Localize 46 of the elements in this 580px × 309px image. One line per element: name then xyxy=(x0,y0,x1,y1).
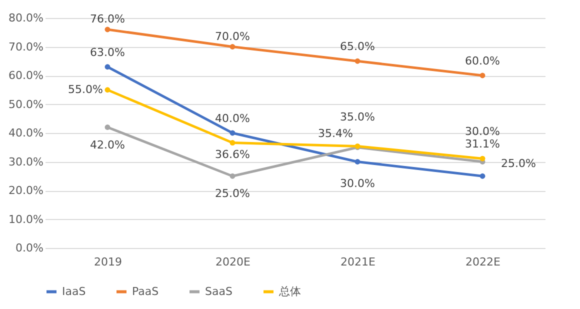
point xyxy=(480,173,486,179)
point xyxy=(230,173,236,179)
y-tick-label: 50.0% xyxy=(8,98,44,111)
y-tick-label: 80.0% xyxy=(8,12,44,24)
x-tick-label: 2019 xyxy=(94,256,122,268)
point xyxy=(480,72,486,78)
y-tick-label: 60.0% xyxy=(8,69,44,82)
point xyxy=(104,87,110,93)
y-tick-label: 40.0% xyxy=(8,126,44,140)
data-label: 65.0% xyxy=(340,40,375,54)
point xyxy=(230,44,236,50)
y-tick-label: 70.0% xyxy=(8,40,44,54)
x-tick-label: 2022E xyxy=(466,256,501,268)
data-label: 55.0% xyxy=(68,82,103,96)
data-label: 30.0% xyxy=(465,124,500,138)
legend-label: SaaS xyxy=(205,284,232,298)
data-label: 35.0% xyxy=(340,110,375,124)
point xyxy=(480,156,486,162)
legend-label: PaaS xyxy=(132,284,159,298)
y-tick-label: 20.0% xyxy=(8,184,44,197)
data-label: 35.4% xyxy=(318,127,353,140)
data-label: 25.0% xyxy=(501,157,536,170)
data-label: 76.0% xyxy=(90,12,125,26)
legend-label: IaaS xyxy=(62,284,86,298)
x-tick-label: 2020E xyxy=(216,256,251,268)
data-label: 40.0% xyxy=(215,112,250,125)
x-tick-label: 2021E xyxy=(340,256,376,268)
point xyxy=(354,159,360,164)
y-tick-label: 30.0% xyxy=(8,155,44,168)
point xyxy=(230,140,236,146)
point xyxy=(354,58,360,64)
data-label: 25.0% xyxy=(215,187,250,200)
data-label: 63.0% xyxy=(90,46,125,59)
point xyxy=(104,26,110,32)
legend-label: 总体 xyxy=(278,284,301,298)
point xyxy=(104,64,110,70)
y-tick-label: 0.0% xyxy=(16,242,44,254)
data-label: 70.0% xyxy=(215,30,250,43)
y-tick-label: 10.0% xyxy=(8,212,44,226)
data-label: 31.1% xyxy=(465,138,500,151)
point xyxy=(230,130,236,136)
point xyxy=(104,124,110,130)
data-label: 30.0% xyxy=(340,176,375,190)
data-label: 42.0% xyxy=(90,138,125,152)
data-label: 36.6% xyxy=(215,148,250,161)
data-label: 60.0% xyxy=(465,54,500,68)
